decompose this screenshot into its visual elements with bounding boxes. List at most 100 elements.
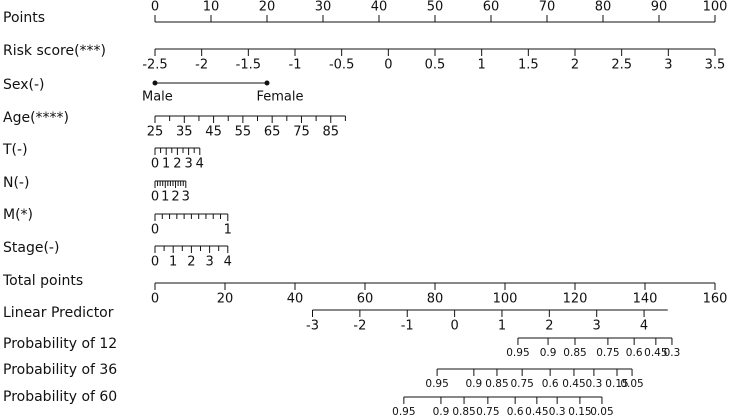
tick-label: 2 — [187, 255, 195, 270]
tick-label: 2.5 — [611, 58, 632, 73]
tick-label: -1.5 — [236, 58, 261, 73]
tick-label: 0.45 — [562, 378, 585, 390]
tick-label: 0.75 — [510, 378, 533, 390]
row-label: Probability of 36 — [3, 362, 117, 378]
row-label: Sex(-) — [3, 77, 45, 93]
tick-label: 3 — [184, 157, 192, 172]
tick-label: 2 — [571, 58, 579, 73]
tick-label: 25 — [147, 125, 164, 140]
tick-label: 0.85 — [485, 378, 508, 390]
tick-label: 0 — [151, 223, 159, 238]
tick-label: 0.95 — [425, 378, 448, 390]
category-point — [264, 80, 270, 86]
tick-label: 55 — [235, 125, 252, 140]
row-label: Stage(-) — [3, 240, 59, 256]
tick-label: 75 — [293, 125, 310, 140]
tick-label: 45 — [205, 125, 222, 140]
row-label: T(-) — [2, 142, 28, 158]
row-label: N(-) — [3, 175, 29, 191]
row-label: Probability of 60 — [3, 389, 117, 405]
tick-label: 50 — [427, 0, 444, 15]
tick-label: 3 — [182, 190, 190, 205]
tick-label: 0.3 — [586, 378, 603, 390]
tick-label: 3 — [664, 58, 672, 73]
tick-label: -3 — [306, 319, 319, 334]
tick-label: -0.5 — [329, 58, 354, 73]
tick-label: 2 — [173, 157, 181, 172]
tick-label: 1 — [478, 58, 486, 73]
tick-label: 3.5 — [705, 58, 726, 73]
tick-label: 0.05 — [590, 406, 613, 417]
tick-label: 0.75 — [596, 347, 619, 359]
tick-label: 0 — [151, 255, 159, 270]
tick-label: 3 — [593, 319, 601, 334]
category-label: Female — [256, 90, 303, 105]
tick-label: 0.45 — [644, 347, 667, 359]
tick-label: 90 — [651, 0, 668, 15]
tick-label: 20 — [217, 292, 234, 307]
tick-label: 0.9 — [465, 378, 482, 390]
tick-label: -1 — [401, 319, 414, 334]
tick-label: 0.6 — [626, 347, 643, 359]
row-label: Total points — [2, 273, 83, 289]
row-label: Linear Predictor — [3, 305, 114, 321]
tick-label: 0 — [384, 58, 392, 73]
tick-label: 0.85 — [452, 406, 475, 417]
tick-label: 0.15 — [605, 378, 628, 390]
tick-label: 140 — [633, 292, 658, 307]
category-point — [152, 80, 158, 86]
tick-label: 40 — [287, 292, 304, 307]
row-label: Age(****) — [3, 110, 69, 126]
tick-label: 2 — [171, 190, 179, 205]
tick-label: 60 — [483, 0, 500, 15]
row-label: Risk score(***) — [3, 43, 106, 59]
tick-label: 0.05 — [620, 378, 643, 390]
tick-label: 4 — [640, 319, 648, 334]
tick-label: 1 — [161, 190, 169, 205]
tick-label: 1 — [169, 255, 177, 270]
tick-label: 0.95 — [506, 347, 529, 359]
tick-label: 0.3 — [549, 406, 566, 417]
tick-label: 0.3 — [664, 347, 681, 359]
tick-label: 0 — [151, 0, 159, 15]
tick-label: 85 — [322, 125, 339, 140]
row-label: M(*) — [3, 207, 33, 223]
tick-label: -2 — [195, 58, 208, 73]
tick-label: 100 — [493, 292, 518, 307]
tick-label: 1 — [498, 319, 506, 334]
tick-label: 0 — [151, 292, 159, 307]
row-label: Points — [3, 10, 45, 26]
tick-label: 0 — [151, 190, 159, 205]
tick-label: 60 — [357, 292, 374, 307]
tick-label: 100 — [703, 0, 728, 15]
tick-label: 0.95 — [392, 406, 415, 417]
tick-label: 0.9 — [540, 347, 557, 359]
tick-label: 0 — [151, 157, 159, 172]
tick-label: 30 — [315, 0, 332, 15]
tick-label: 0.15 — [568, 406, 591, 417]
tick-label: 1 — [162, 157, 170, 172]
tick-label: 80 — [595, 0, 612, 15]
tick-label: 0.75 — [476, 406, 499, 417]
tick-label: 0.85 — [563, 347, 586, 359]
tick-label: 4 — [196, 157, 204, 172]
tick-label: 0 — [450, 319, 458, 334]
tick-label: -2 — [353, 319, 366, 334]
tick-label: 0.5 — [425, 58, 446, 73]
tick-label: 10 — [203, 0, 220, 15]
tick-label: 80 — [427, 292, 444, 307]
tick-label: 4 — [224, 255, 232, 270]
tick-label: 0.6 — [507, 406, 524, 417]
tick-label: 40 — [371, 0, 388, 15]
tick-label: -2.5 — [142, 58, 167, 73]
tick-label: 160 — [703, 292, 728, 307]
tick-label: 3 — [205, 255, 213, 270]
tick-label: 0.45 — [525, 406, 548, 417]
tick-label: 120 — [563, 292, 588, 307]
tick-label: 1 — [224, 223, 232, 238]
tick-label: 2 — [545, 319, 553, 334]
tick-label: 0.6 — [542, 378, 559, 390]
tick-label: 70 — [539, 0, 556, 15]
tick-label: -1 — [289, 58, 302, 73]
